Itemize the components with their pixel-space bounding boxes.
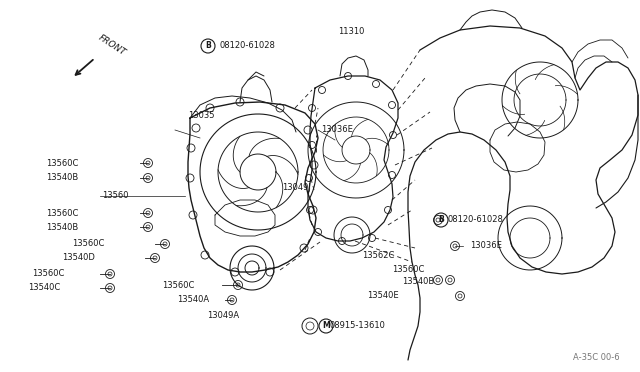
Text: B: B <box>438 215 444 224</box>
Text: 13560: 13560 <box>102 192 129 201</box>
Text: 13560C: 13560C <box>392 264 424 273</box>
Text: 13540B: 13540B <box>46 222 78 231</box>
Text: 13036E: 13036E <box>470 241 502 250</box>
Text: 08915-13610: 08915-13610 <box>330 321 386 330</box>
Text: 13560C: 13560C <box>162 280 195 289</box>
Text: 13540D: 13540D <box>62 253 95 263</box>
Text: 13540C: 13540C <box>28 283 60 292</box>
Text: 11310: 11310 <box>338 28 364 36</box>
Text: B: B <box>205 42 211 51</box>
Text: A-35C 00-6: A-35C 00-6 <box>573 353 620 362</box>
Text: 13560C: 13560C <box>32 269 65 279</box>
Text: 13540A: 13540A <box>177 295 209 305</box>
Text: 13036E: 13036E <box>321 125 353 135</box>
Text: 13560C: 13560C <box>46 208 78 218</box>
Text: 13562C: 13562C <box>362 251 394 260</box>
Text: 13035: 13035 <box>188 110 214 119</box>
Text: 13560C: 13560C <box>46 158 78 167</box>
Text: 13540E: 13540E <box>367 292 399 301</box>
Text: 13049J: 13049J <box>282 183 311 192</box>
Text: 13560C: 13560C <box>72 240 104 248</box>
Text: M: M <box>322 321 330 330</box>
Text: 13540B: 13540B <box>46 173 78 183</box>
Text: FRONT: FRONT <box>97 33 128 57</box>
Text: 13540B: 13540B <box>402 278 435 286</box>
Text: 13049A: 13049A <box>207 311 239 321</box>
Text: 08120-61028: 08120-61028 <box>219 42 275 51</box>
Text: 08120-61028: 08120-61028 <box>448 215 504 224</box>
